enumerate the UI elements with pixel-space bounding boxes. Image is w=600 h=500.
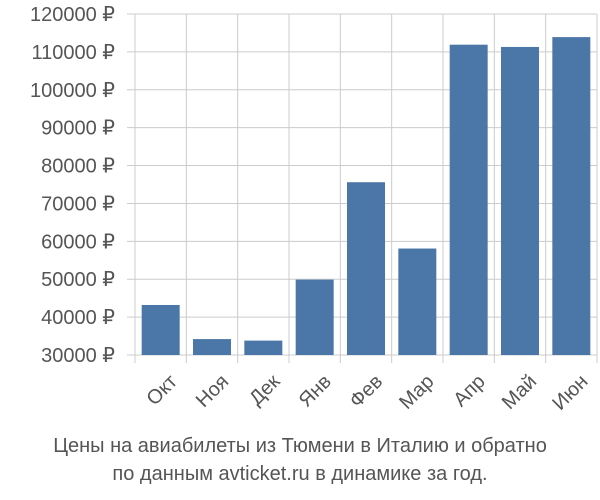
y-tick-label: 60000 ₽	[41, 231, 115, 253]
x-category-label: Апр	[449, 371, 490, 412]
y-tick-label: 110000 ₽	[31, 42, 115, 64]
bars	[141, 37, 591, 356]
x-category-label: Дек	[245, 370, 284, 409]
y-axis-tick-labels: 30000 ₽ 40000 ₽ 50000 ₽ 60000 ₽ 70000 ₽ 80000…	[30, 4, 115, 367]
x-axis-category-labels: Окт Ноя Дек Янв Фев Мар Апр Май Июн	[142, 370, 592, 414]
y-tick-label: 120000 ₽	[30, 4, 115, 26]
x-category-label: Окт	[142, 371, 181, 410]
bar-8	[552, 37, 591, 356]
y-tick-label: 100000 ₽	[30, 80, 115, 102]
bar-1	[193, 339, 231, 355]
y-tick-label: 90000 ₽	[41, 118, 115, 140]
y-tick-label: 40000 ₽	[41, 307, 115, 329]
bar-chart: 30000 ₽ 40000 ₽ 50000 ₽ 60000 ₽ 70000 ₽ 80000…	[30, 4, 598, 415]
bar-3	[295, 279, 334, 355]
bar-2	[244, 340, 283, 355]
y-tick-label: 80000 ₽	[41, 156, 115, 178]
x-category-label: Июн	[548, 371, 592, 415]
bar-7	[501, 46, 539, 356]
bar-0	[141, 304, 180, 355]
chart-caption-line-2: по данным avticket.ru в динамике за год.	[112, 463, 488, 485]
x-category-label: Фев	[345, 371, 387, 413]
x-category-label: Янв	[295, 371, 336, 412]
bar-6	[449, 44, 488, 355]
chart-caption-line-1: Цены на авиабилеты из Тюмени в Италию и …	[53, 435, 547, 457]
x-category-label: Май	[498, 371, 541, 414]
y-tick-label: 50000 ₽	[41, 269, 115, 291]
x-category-label: Ноя	[192, 371, 233, 412]
y-tick-label: 30000 ₽	[41, 345, 115, 367]
x-category-label: Мар	[395, 371, 438, 414]
y-tick-label: 70000 ₽	[41, 193, 115, 215]
bar-4	[347, 182, 385, 355]
bar-5	[398, 248, 437, 355]
